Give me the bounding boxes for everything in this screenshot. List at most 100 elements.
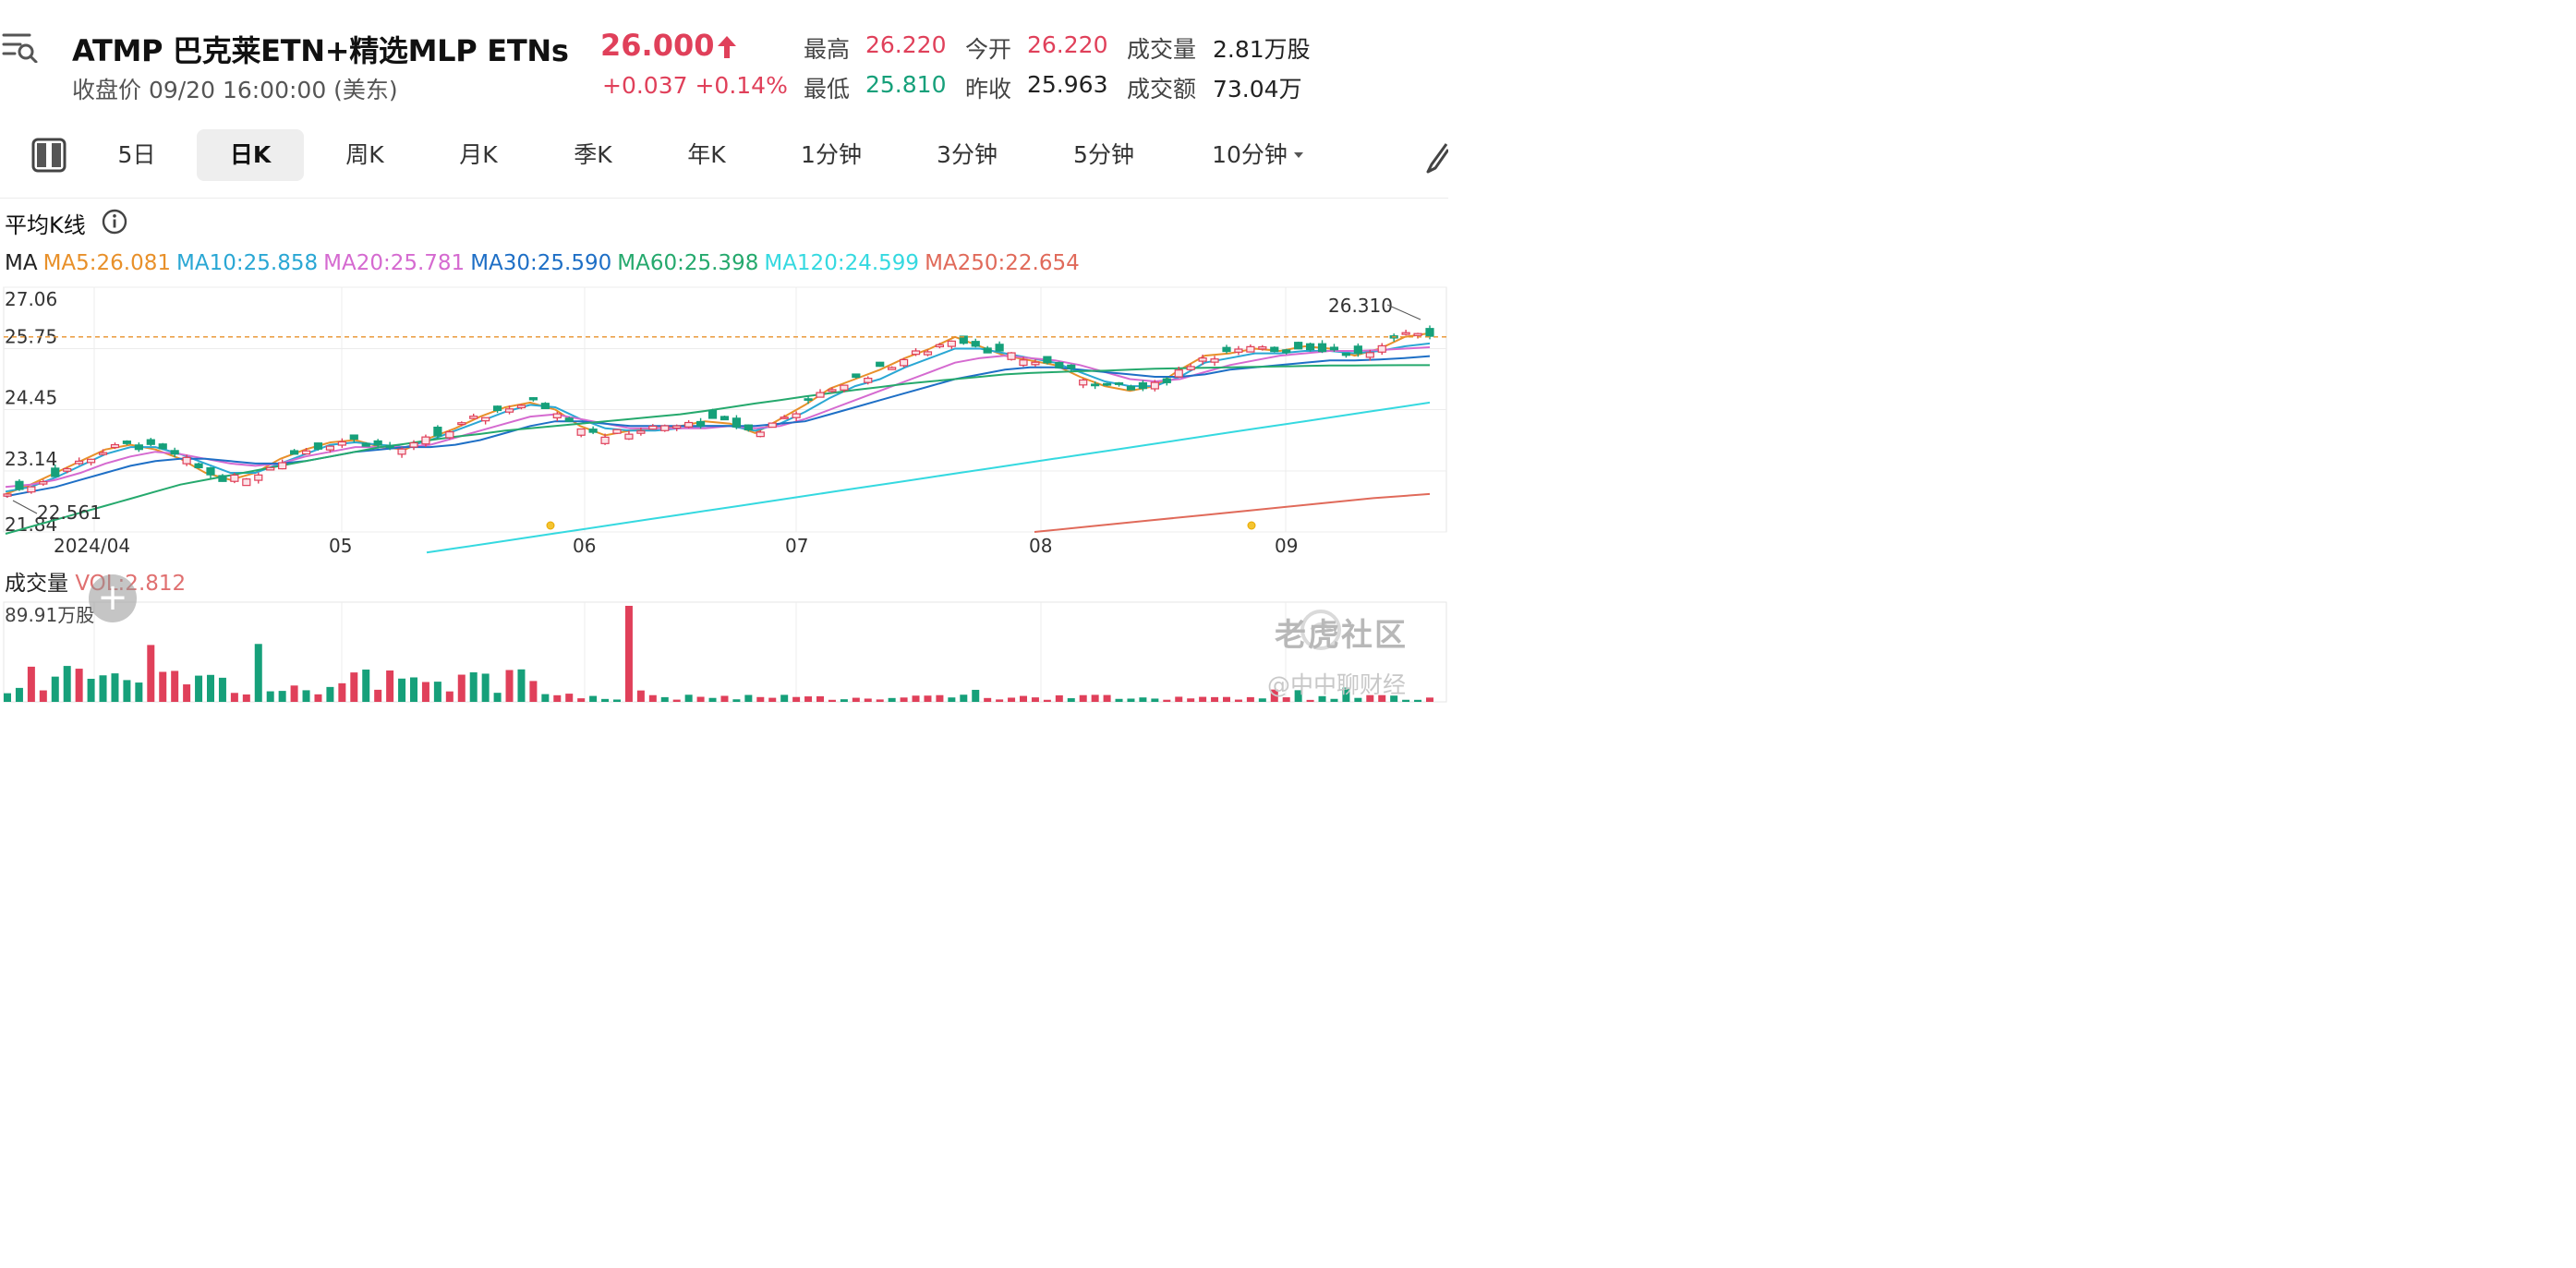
ma-line-ma10	[5, 342, 1431, 493]
candle-down	[349, 434, 358, 441]
candle-down	[1138, 381, 1148, 390]
ma60-value: MA60:25.398	[617, 251, 759, 275]
prev-close-value: 25.963	[1027, 71, 1108, 98]
ma-line-ma120	[426, 401, 1431, 554]
tab-monthly-k[interactable]: 月K	[459, 141, 498, 168]
tab-daily-k[interactable]: 日K	[197, 129, 304, 181]
candle-down	[852, 373, 861, 379]
candle-up	[230, 474, 239, 482]
volume-bar	[159, 671, 167, 702]
volume-bar	[768, 697, 777, 702]
candle-up	[1031, 361, 1040, 366]
avg-k-label[interactable]: 平均K线	[5, 212, 86, 238]
open-label: 今开	[965, 36, 1012, 63]
candle-up	[1377, 344, 1386, 353]
volume-bar	[171, 670, 179, 702]
volume-bar	[1342, 687, 1350, 702]
tab-3min[interactable]: 3分钟	[937, 141, 998, 168]
high-annotation: 26.310	[1328, 295, 1393, 317]
candle-down	[1305, 343, 1315, 351]
candle-up	[888, 367, 897, 370]
candle-up	[86, 458, 96, 464]
volume-bar	[51, 676, 59, 702]
candle-down	[959, 335, 968, 344]
volume-bar	[852, 697, 860, 702]
divider	[0, 198, 1448, 199]
volume-bar	[505, 670, 514, 702]
high-annotation-leader	[1386, 304, 1421, 320]
candle-up	[1246, 345, 1255, 353]
tab-weekly-k[interactable]: 周K	[345, 141, 384, 168]
volume-bar	[792, 696, 801, 702]
open-value: 26.220	[1027, 31, 1108, 58]
candle-down	[15, 480, 24, 490]
volume-bar	[1103, 694, 1111, 702]
volume-bar	[230, 693, 238, 702]
info-icon[interactable]	[102, 209, 127, 235]
candle-up	[504, 408, 514, 413]
volume-bar	[876, 699, 884, 702]
candle-up	[39, 481, 48, 485]
tab-5min[interactable]: 5分钟	[1073, 141, 1134, 168]
candle-up	[242, 478, 251, 487]
volume-bar	[696, 696, 705, 702]
volume-bar	[326, 686, 334, 702]
layout-toggle-icon[interactable]	[31, 138, 67, 173]
volume-bar	[123, 680, 131, 702]
ma30-value: MA30:25.590	[470, 251, 612, 275]
volume-bar	[87, 679, 95, 702]
candle-up	[325, 445, 335, 451]
candle-up	[840, 384, 849, 391]
volume-bar	[111, 673, 119, 702]
volume-bar	[1223, 696, 1230, 702]
candle-up	[899, 358, 909, 367]
tab-10min[interactable]: 10分钟	[1212, 141, 1288, 168]
draw-pen-icon[interactable]	[1424, 139, 1448, 175]
ma-legend[interactable]: MA MA5:26.081 MA10:25.858 MA20:25.781 MA30:2…	[5, 251, 1085, 275]
volume-bar	[840, 699, 848, 702]
add-indicator-button[interactable]: +	[89, 574, 137, 622]
volume-bar	[350, 672, 358, 702]
candle-up	[1413, 332, 1422, 336]
tab-1min[interactable]: 1分钟	[801, 141, 862, 168]
dropdown-caret-icon[interactable]	[1293, 151, 1304, 159]
candle-down	[995, 344, 1004, 352]
candle-up	[552, 413, 562, 419]
volume-bar	[1258, 698, 1266, 702]
volume-bar	[601, 698, 610, 702]
volume-bar	[553, 694, 562, 702]
volume-bar	[517, 669, 526, 702]
volume-bar	[864, 698, 872, 702]
volume-bar	[1163, 699, 1171, 702]
volume-bar	[75, 669, 83, 702]
candle-down	[146, 439, 155, 445]
low-label: 最低	[804, 76, 851, 103]
candle-down	[744, 424, 753, 431]
candle-down	[1055, 361, 1064, 368]
volume-bar	[1020, 695, 1027, 702]
candle-up	[1174, 369, 1183, 378]
candle-down	[564, 417, 574, 422]
candle-up	[421, 436, 430, 445]
candle-down	[1043, 356, 1052, 364]
candle-down	[732, 417, 742, 428]
volume-bar	[1246, 696, 1254, 702]
volume-bar	[457, 674, 466, 702]
volume-bar	[648, 694, 657, 702]
candle-down	[158, 443, 167, 450]
tab-quarterly-k[interactable]: 季K	[574, 141, 612, 168]
volume-bar	[804, 696, 813, 702]
volume-bar	[421, 682, 429, 702]
volume-bar	[1366, 694, 1374, 702]
volume-bar	[254, 644, 262, 702]
menu-icon[interactable]	[2, 31, 39, 63]
volume-bar	[684, 694, 693, 702]
volume-bar	[613, 699, 621, 702]
volume-bar	[744, 694, 753, 702]
volume-bar	[996, 699, 1004, 702]
candle-up	[481, 417, 490, 422]
tab-5day[interactable]: 5日	[117, 141, 156, 168]
volume-bar	[708, 697, 717, 702]
tab-yearly-k[interactable]: 年K	[687, 141, 726, 168]
